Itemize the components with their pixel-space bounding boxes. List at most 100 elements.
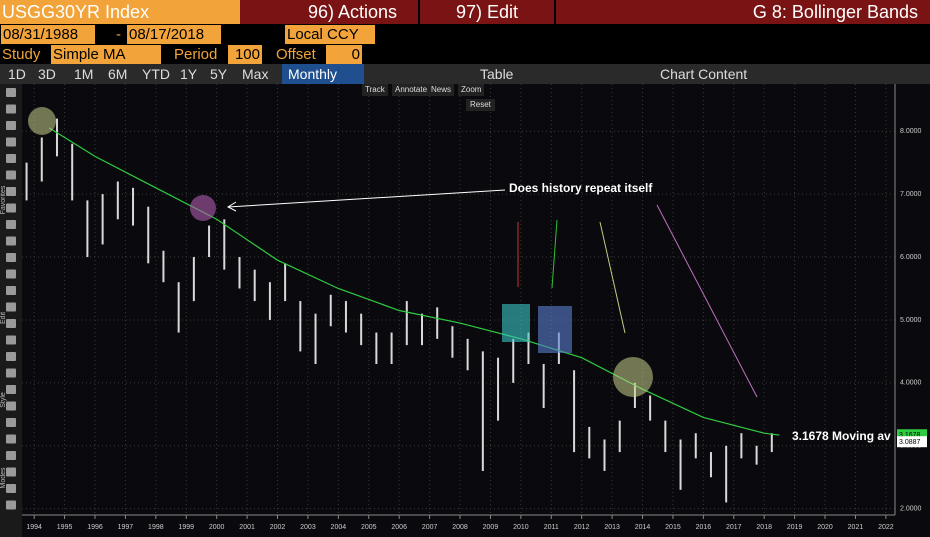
ma-last-label: 3.1678 (899, 432, 921, 439)
arrow-head (226, 201, 237, 212)
period-input[interactable]: 100 (228, 45, 262, 64)
ma-last-tag (897, 429, 927, 441)
ticker[interactable]: USGG30YR Index (0, 0, 240, 24)
tool-icon (6, 385, 16, 394)
tool-button[interactable]: Track (362, 84, 388, 96)
x-tick-label: 2007 (422, 524, 438, 531)
tool-icon (6, 302, 16, 312)
tool-button[interactable]: Zoom (458, 84, 485, 96)
x-tick-label: 2016 (696, 524, 712, 531)
chart-content[interactable]: Chart Content (660, 66, 748, 82)
x-tick-label: 2011 (544, 524, 559, 531)
side-label: Edit (0, 312, 7, 324)
x-tick-label: 2010 (513, 524, 529, 531)
plot-background (0, 84, 930, 537)
tool-icon (6, 154, 16, 163)
arrow (599, 221, 626, 334)
x-tick-label: 2017 (726, 524, 742, 531)
x-tick-label: 2005 (361, 524, 377, 531)
x-tick-label: 2006 (391, 524, 407, 531)
y-tick-label: 4.0000 (900, 380, 922, 387)
y-tick-label: 8.0000 (900, 128, 922, 135)
y-tick-label: 5.0000 (900, 317, 922, 324)
x-tick-label: 2012 (574, 524, 590, 531)
period-button[interactable]: 6M (108, 66, 128, 82)
x-tick-label: 2003 (300, 524, 316, 531)
price-last-tag (897, 436, 927, 448)
frequency[interactable]: Monthly (282, 64, 364, 84)
tool-icon (6, 269, 16, 279)
tool-icon (6, 434, 16, 444)
tool-button[interactable]: Annotate (392, 84, 431, 96)
tool-icon (6, 401, 16, 411)
period-button[interactable]: 1Y (180, 66, 198, 82)
tool-icons: Favorites Edit Style Modes (0, 88, 16, 510)
end-date[interactable]: 08/17/2018 (127, 25, 221, 44)
x-tick-label: 1997 (118, 524, 134, 531)
offset-input[interactable]: 0 (326, 45, 362, 64)
function-title: G 8: Bollinger Bands (556, 0, 930, 24)
period-button[interactable]: 5Y (210, 66, 228, 82)
x-tick-label: 2008 (452, 524, 468, 531)
x-tick-label: 2013 (604, 524, 620, 531)
tool-icon (6, 368, 16, 378)
tool-icon (6, 335, 16, 345)
side-label: Favorites (0, 185, 7, 214)
highlight-box (502, 304, 530, 342)
tool-button[interactable]: News (428, 84, 455, 96)
x-tick-label: 1995 (57, 524, 73, 531)
x-tick-label: 2000 (209, 524, 225, 531)
period-button[interactable]: YTD (142, 66, 170, 82)
x-tick-label: 2014 (635, 524, 651, 531)
tool-icon (6, 467, 16, 477)
arrow (227, 189, 506, 208)
price-last-label: 3.0887 (899, 439, 921, 446)
x-tick-label: 2015 (665, 524, 681, 531)
currency[interactable]: Local CCY (285, 25, 375, 44)
tool-icon (6, 352, 16, 361)
toolbar (0, 64, 930, 84)
table-button[interactable]: Table (480, 66, 514, 82)
tool-icon (6, 170, 16, 180)
x-tick-label: 1998 (148, 524, 164, 531)
tool-icon (6, 203, 16, 213)
tool-icon (6, 121, 16, 130)
period-button[interactable]: 1D (8, 66, 26, 82)
tool-icon (6, 220, 16, 229)
x-tick-label: 2009 (483, 524, 499, 531)
tool-icon (6, 418, 16, 427)
tool-icon (6, 137, 16, 147)
study-type[interactable]: Simple MA (51, 45, 161, 64)
tool-icon (6, 253, 16, 262)
y-tick-label: 7.0000 (900, 191, 922, 198)
arrow (551, 219, 558, 289)
x-tick-label: 2020 (817, 524, 833, 531)
tool-icon (6, 88, 16, 97)
tool-icon (6, 286, 16, 295)
tool-icon (6, 236, 16, 246)
arrow (656, 204, 758, 398)
period-button[interactable]: Max (242, 66, 269, 82)
highlight-circle (190, 195, 216, 221)
date-sep: - (116, 26, 121, 43)
tool-icon (6, 187, 16, 196)
moving-average (49, 127, 780, 436)
period-button[interactable]: 1M (74, 66, 94, 82)
tool-icon (6, 104, 16, 114)
tool-icon (6, 500, 16, 510)
x-tick-label: 2001 (239, 524, 255, 531)
period-button[interactable]: 3D (38, 66, 56, 82)
edit-menu[interactable]: 97) Edit (420, 0, 554, 24)
x-tick-label: 1994 (26, 524, 42, 531)
x-tick-label: 2002 (270, 524, 286, 531)
tool-icon (6, 484, 16, 493)
reset-button[interactable]: Reset (466, 99, 495, 111)
x-tick-label: 1996 (87, 524, 103, 531)
x-tick-label: 2004 (331, 524, 347, 531)
side-label: Style (0, 392, 7, 408)
x-tick-label: 2021 (848, 524, 864, 531)
start-date[interactable]: 08/31/1988 (1, 25, 95, 44)
actions-menu[interactable]: 96) Actions (290, 0, 418, 24)
